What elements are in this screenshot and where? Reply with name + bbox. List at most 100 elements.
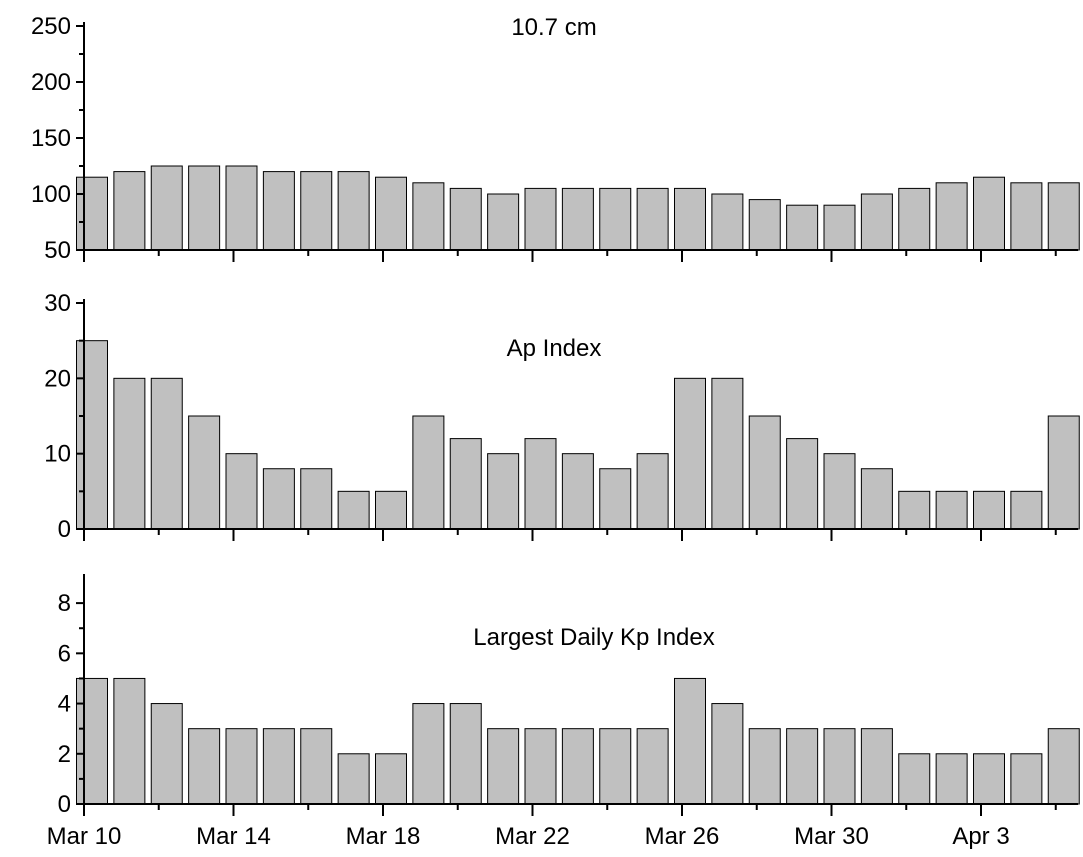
bar-kp-index-apr-3 [973, 753, 1005, 805]
bar-radio-flux-mar-12 [150, 165, 183, 251]
bar-ap-index-apr-2 [935, 490, 968, 530]
bar-ap-index-mar-30 [823, 453, 856, 530]
bar-radio-flux-apr-4 [1010, 182, 1043, 251]
bar-radio-flux-mar-27 [711, 193, 744, 251]
bar-radio-flux-mar-19 [412, 182, 445, 251]
bar-ap-index-mar-20 [449, 438, 482, 530]
bar-radio-flux-mar-15 [262, 171, 295, 251]
bar-ap-index-mar-18 [375, 490, 407, 530]
bar-radio-flux-mar-11 [113, 171, 146, 251]
bar-ap-index-mar-29 [786, 438, 819, 530]
panel-ap-index: 0 10 20 30 Ap Index [44, 290, 1080, 543]
bar-radio-flux-mar-29 [786, 204, 819, 251]
bar-kp-index-apr-5 [1047, 728, 1080, 805]
bar-radio-flux-mar-21 [487, 193, 520, 251]
bar-ap-index-mar-23 [561, 453, 594, 530]
bar-kp-index-mar-11 [113, 677, 146, 805]
bar-kp-index-mar-27 [711, 703, 744, 805]
bar-radio-flux-mar-30 [823, 204, 856, 251]
bar-kp-index-mar-31 [860, 728, 893, 805]
bar-ap-index-mar-17 [337, 490, 370, 530]
bar-kp-index-mar-25 [636, 728, 669, 805]
bar-radio-flux-mar-17 [337, 171, 370, 251]
y-tick-label-ap-index: 20 [44, 365, 71, 392]
bar-kp-index-mar-14 [225, 728, 258, 805]
bar-ap-index-apr-5 [1047, 415, 1080, 530]
y-tick-label-kp-index: 2 [58, 741, 71, 768]
bar-radio-flux-apr-2 [935, 182, 968, 251]
bar-radio-flux-mar-14 [225, 165, 258, 251]
bar-kp-index-mar-20 [449, 703, 482, 805]
bar-radio-flux-apr-1 [898, 187, 931, 251]
bar-radio-flux-mar-22 [524, 187, 557, 251]
panel-radio-flux: 50 100 150 200 250 10.7 cm [31, 13, 1080, 264]
bar-ap-index-mar-16 [300, 468, 333, 530]
bar-ap-index-mar-26 [674, 377, 706, 530]
bar-kp-index-mar-21 [487, 728, 520, 805]
panel-title-radio-flux: 10.7 cm [511, 14, 596, 41]
bar-kp-index-mar-15 [262, 728, 295, 805]
bar-ap-index-mar-28 [748, 415, 781, 530]
bar-ap-index-mar-11 [113, 377, 146, 530]
y-tick-label-radio-flux: 200 [31, 69, 71, 96]
bar-kp-index-apr-1 [898, 753, 931, 805]
bar-radio-flux-mar-25 [636, 187, 669, 251]
y-tick-label-kp-index: 4 [58, 691, 71, 718]
bar-ap-index-mar-14 [225, 453, 258, 530]
bar-radio-flux-mar-23 [561, 187, 594, 251]
x-tick-label: Mar 14 [196, 823, 271, 850]
bar-ap-index-mar-10 [76, 340, 108, 530]
bar-ap-index-mar-13 [188, 415, 221, 530]
bar-ap-index-mar-21 [487, 453, 520, 530]
bar-ap-index-mar-24 [599, 468, 632, 530]
bar-radio-flux-mar-28 [748, 199, 781, 251]
bar-ap-index-mar-31 [860, 468, 893, 530]
bar-kp-index-mar-10 [76, 677, 108, 805]
bar-radio-flux-mar-26 [674, 187, 706, 251]
bar-ap-index-mar-22 [524, 438, 557, 530]
bar-kp-index-mar-12 [150, 703, 183, 805]
bar-ap-index-mar-19 [412, 415, 445, 530]
x-tick-label: Mar 18 [346, 823, 421, 850]
bar-ap-index-apr-3 [973, 490, 1005, 530]
y-tick-label-ap-index: 10 [44, 441, 71, 468]
bar-kp-index-mar-19 [412, 703, 445, 805]
x-tick-label: Mar 26 [645, 823, 720, 850]
bar-radio-flux-mar-31 [860, 193, 893, 251]
bar-radio-flux-mar-13 [188, 165, 221, 251]
bar-radio-flux-mar-18 [375, 176, 407, 251]
bar-radio-flux-mar-24 [599, 187, 632, 251]
panel-kp-index: 0 2 4 6 8 Mar 10 Mar 14 Mar 18 Mar 22 Mar 26 Mar 3… [47, 574, 1080, 850]
y-tick-label-kp-index: 6 [58, 640, 71, 667]
bar-ap-index-apr-4 [1010, 490, 1043, 530]
bar-radio-flux-mar-10 [76, 176, 108, 251]
x-tick-label: Mar 30 [794, 823, 869, 850]
x-tick-label: Mar 22 [495, 823, 570, 850]
bar-ap-index-apr-1 [898, 490, 931, 530]
bar-radio-flux-mar-20 [449, 187, 482, 251]
x-tick-label: Apr 3 [952, 823, 1009, 850]
bar-kp-index-mar-30 [823, 728, 856, 805]
bar-ap-index-mar-15 [262, 468, 295, 530]
y-tick-label-radio-flux: 250 [31, 13, 71, 40]
bar-kp-index-mar-22 [524, 728, 557, 805]
y-tick-label-radio-flux: 100 [31, 181, 71, 208]
y-tick-label-kp-index: 0 [58, 791, 71, 818]
bar-kp-index-mar-26 [674, 677, 706, 805]
y-tick-label-kp-index: 8 [58, 590, 71, 617]
bar-ap-index-mar-25 [636, 453, 669, 530]
bar-kp-index-mar-16 [300, 728, 333, 805]
y-tick-label-radio-flux: 50 [44, 237, 71, 264]
bar-kp-index-mar-18 [375, 753, 407, 805]
bar-kp-index-mar-23 [561, 728, 594, 805]
bar-radio-flux-apr-5 [1047, 182, 1080, 251]
bar-kp-index-mar-24 [599, 728, 632, 805]
bar-kp-index-apr-2 [935, 753, 968, 805]
bar-ap-index-mar-12 [150, 377, 183, 530]
bar-kp-index-mar-29 [786, 728, 819, 805]
bar-ap-index-mar-27 [711, 377, 744, 530]
bar-kp-index-apr-4 [1010, 753, 1043, 805]
y-tick-label-ap-index: 0 [58, 516, 71, 543]
bar-kp-index-mar-13 [188, 728, 221, 805]
